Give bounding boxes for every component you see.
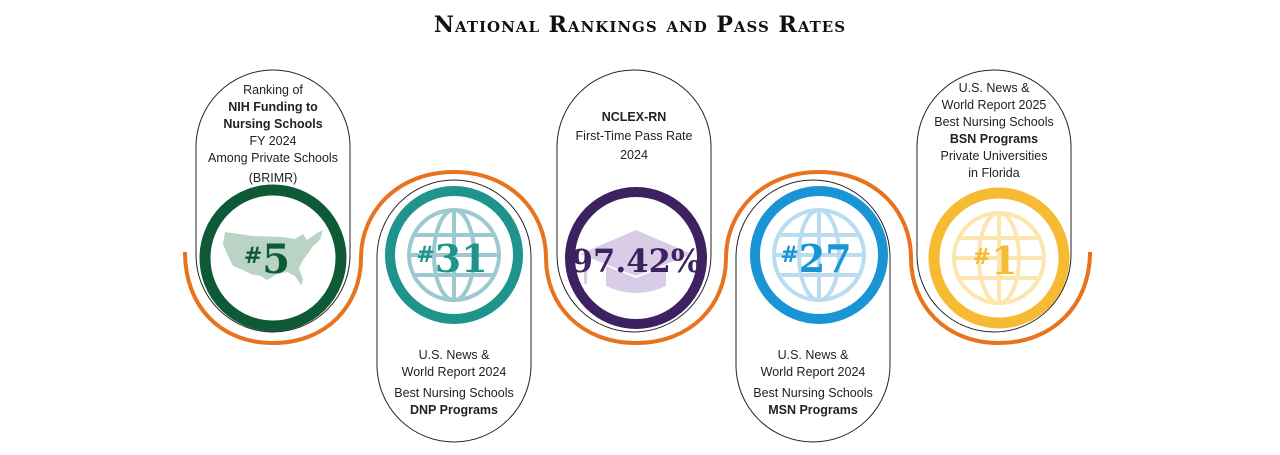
globe-icon [952,211,1046,305]
rank-1: #5 [244,236,290,283]
globe-icon [772,208,866,302]
badge-3 [565,187,707,329]
badge-4-label: U.S. News & World Report 2024 Best Nursi… [753,348,873,417]
rank-5: #1 [973,238,1018,283]
badge-1-label: Ranking of NIH Funding to Nursing School… [208,83,338,185]
graduation-cap-icon [580,230,692,293]
page-title: National Rankings and Pass Rates [433,12,847,38]
us-map-icon [223,230,323,285]
rank-2: #31 [416,236,487,281]
badge-5 [928,187,1070,329]
badge-5-label: U.S. News & World Report 2025 Best Nursi… [934,81,1054,180]
badge-2-label: U.S. News & World Report 2024 Best Nursi… [394,348,514,417]
badge-3-label: NCLEX-RN First-Time Pass Rate 2024 [575,110,693,162]
badge-4 [750,186,888,324]
badge-2 [385,186,523,324]
globe-icon [407,208,501,302]
rank-3: 97.42% [571,242,702,280]
orange-wave-connector [183,169,1092,346]
rank-4: #27 [780,236,851,281]
badge-1 [199,184,347,332]
